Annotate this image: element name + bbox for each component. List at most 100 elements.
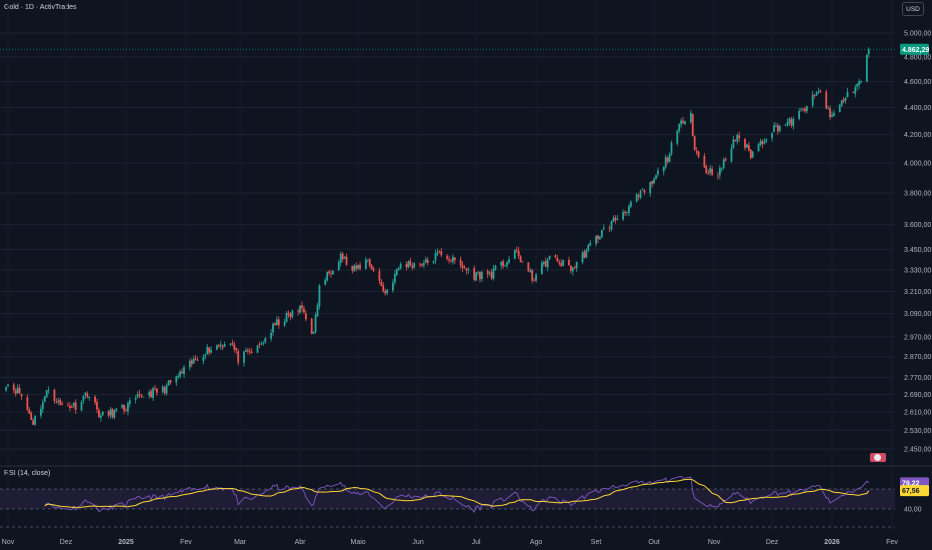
candle-body: [736, 134, 739, 142]
candle-body: [662, 167, 665, 172]
candle-body: [55, 402, 58, 404]
candle-body: [583, 251, 586, 258]
y-tick-label: 2.530,00: [904, 428, 931, 435]
candle-body: [98, 409, 100, 417]
candle-body: [310, 318, 313, 334]
candle-body: [844, 98, 847, 101]
candle-body: [283, 321, 286, 326]
candle-body: [558, 262, 561, 264]
candle-body: [32, 420, 35, 425]
candle-body: [208, 347, 211, 353]
candle-body: [635, 194, 638, 202]
candles: [5, 47, 870, 427]
candle-body: [542, 261, 545, 264]
candle-body: [585, 250, 588, 258]
candle-body: [339, 253, 342, 263]
candle-body: [535, 274, 537, 281]
candle-body: [643, 190, 646, 193]
candle-body: [231, 342, 234, 345]
candle-body: [411, 265, 414, 268]
candle-body: [216, 345, 218, 350]
candle-body: [277, 319, 280, 326]
candle-body: [192, 358, 195, 364]
candle-body: [610, 220, 613, 230]
candle-body: [12, 384, 15, 390]
candle-body: [829, 108, 832, 118]
candle-body: [440, 251, 443, 256]
rsi-title: RSI (14, close): [4, 470, 51, 477]
candle-body: [778, 126, 781, 131]
candle-body: [219, 344, 222, 347]
candle-body: [597, 235, 599, 240]
candle-body: [72, 402, 75, 407]
candle-body: [382, 285, 385, 292]
candle-body: [825, 91, 828, 109]
candle-body: [840, 100, 843, 106]
candle-body: [732, 139, 735, 148]
candle-body: [691, 113, 694, 136]
x-tick-label: Fev: [886, 539, 898, 546]
candle-body: [589, 242, 592, 246]
candle-body: [707, 172, 710, 174]
candle-body: [196, 360, 199, 362]
candle-body: [805, 106, 808, 112]
x-tick-label: 2026: [824, 539, 840, 546]
candle-body: [720, 168, 723, 170]
candle-body: [248, 351, 251, 353]
candle-body: [26, 397, 29, 410]
candle-body: [312, 332, 315, 334]
y-tick-label: 4.400,00: [904, 105, 931, 112]
candle-body: [167, 380, 170, 386]
candle-body: [773, 125, 775, 132]
candle-body: [330, 273, 332, 275]
candle-body: [128, 400, 131, 404]
candle-body: [865, 54, 868, 82]
candle-body: [426, 259, 429, 263]
candle-body: [96, 401, 98, 410]
candle-body: [502, 261, 505, 267]
flag-icon[interactable]: [870, 453, 886, 462]
candle-body: [274, 323, 276, 326]
candle-body: [575, 261, 578, 269]
candle-body: [148, 392, 151, 396]
candle-body: [101, 411, 104, 416]
candle-body: [39, 408, 42, 416]
candle-body: [386, 289, 389, 294]
candle-body: [697, 151, 700, 157]
candle-body: [233, 344, 236, 350]
candle-body: [452, 256, 454, 262]
candle-body: [560, 263, 563, 267]
candle-body: [711, 168, 714, 175]
candle-body: [682, 120, 684, 123]
x-tick-label: Dez: [60, 539, 73, 546]
x-tick-label: Ago: [530, 539, 543, 546]
candle-body: [235, 348, 238, 351]
candle-body: [722, 159, 725, 169]
candle-body: [28, 409, 31, 414]
candle-body: [804, 108, 806, 112]
candle-body: [477, 272, 479, 274]
candle-body: [628, 206, 630, 213]
candle-body: [134, 398, 137, 400]
candle-body: [438, 251, 441, 253]
x-tick-label: 2025: [118, 539, 134, 546]
candle-body: [86, 393, 89, 397]
candle-body: [41, 402, 44, 410]
y-tick-label: 2.610,00: [904, 410, 931, 417]
candle-body: [287, 312, 290, 315]
candle-body: [556, 258, 559, 262]
candle-body: [202, 356, 205, 361]
candle-body: [169, 380, 172, 383]
candle-body: [811, 94, 814, 106]
candle-body: [775, 125, 777, 127]
rsi-pane: 40,00: [0, 475, 922, 528]
candle-body: [291, 310, 294, 317]
y-tick-label: 3.600,00: [904, 222, 931, 229]
candle-body: [399, 264, 402, 269]
candle-body: [156, 388, 158, 393]
currency-button[interactable]: USD: [902, 2, 924, 16]
candle-body: [833, 112, 835, 116]
y-tick-label: 2.450,00: [904, 447, 931, 454]
rsi-ma-line: [44, 478, 870, 508]
